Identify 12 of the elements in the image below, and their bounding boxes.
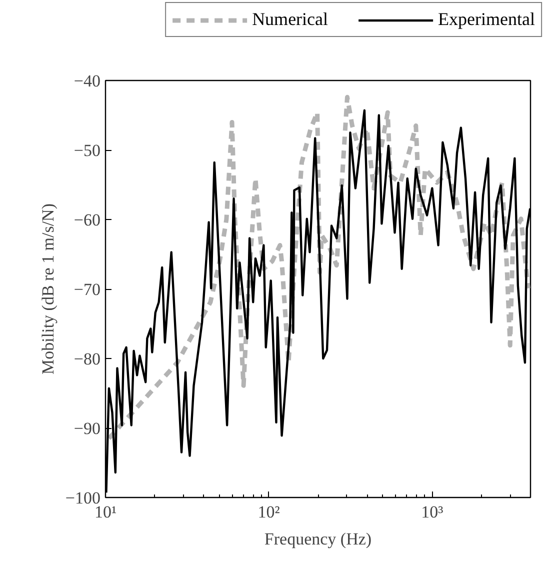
y-tick-label: −90 [74, 419, 101, 438]
legend-label: Numerical [252, 9, 328, 30]
y-axis-title: Mobility (dB re 1 m/s/N) [38, 204, 58, 374]
x-tick-label: 10³ [421, 502, 444, 522]
x-axis-title: Frequency (Hz) [264, 530, 372, 548]
y-tick-label: −50 [74, 141, 101, 160]
legend-label: Experimental [438, 9, 535, 30]
y-tick-label: −80 [74, 350, 101, 368]
x-tick-label: 10² [258, 502, 280, 522]
y-tick-label: −60 [74, 210, 101, 230]
y-tick-label: −40 [74, 72, 101, 90]
y-tick-label: −70 [74, 280, 101, 299]
